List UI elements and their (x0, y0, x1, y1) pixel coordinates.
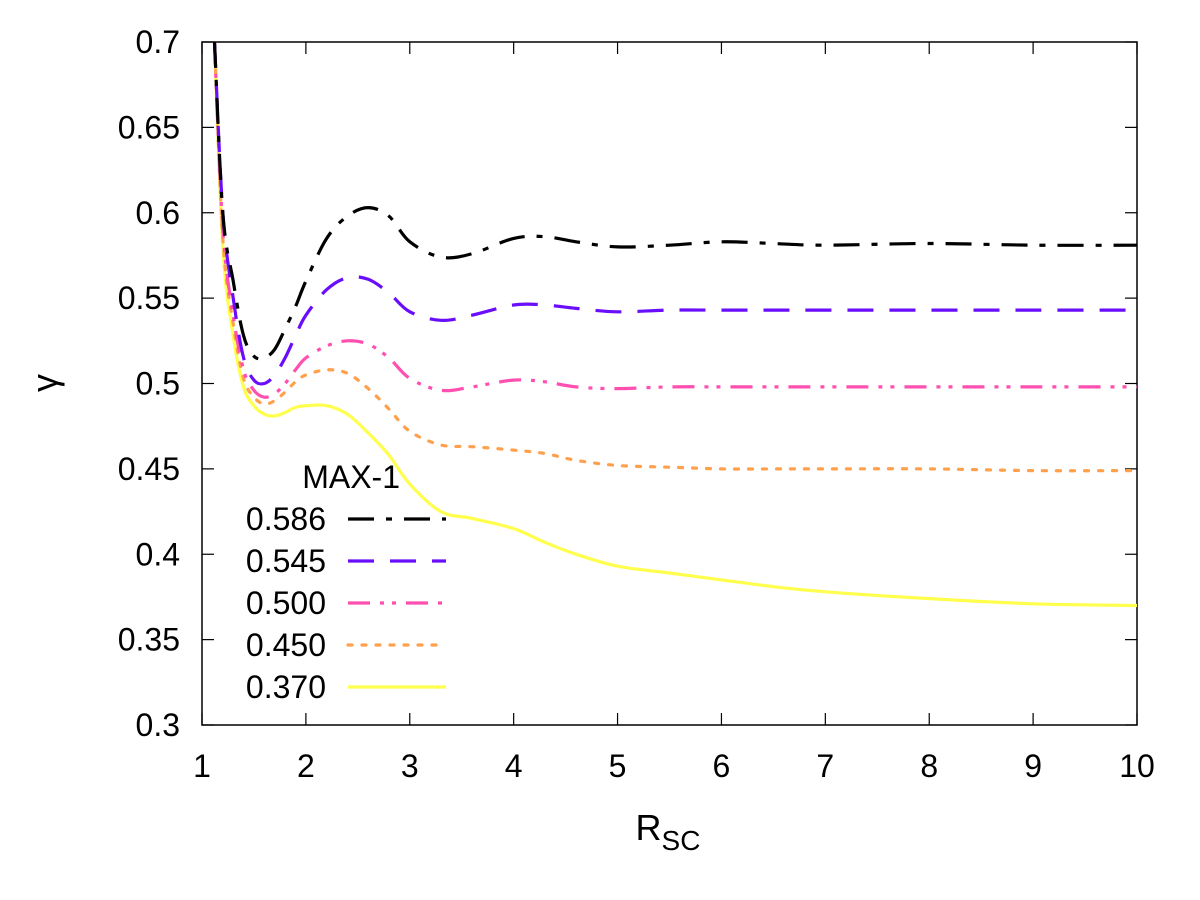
x-tick-label: 2 (297, 748, 315, 784)
x-tick-label: 7 (816, 748, 834, 784)
x-tick-label: 6 (713, 748, 731, 784)
legend-label: 0.370 (246, 669, 326, 705)
y-tick-label: 0.7 (136, 24, 180, 60)
y-tick-label: 0.4 (136, 536, 180, 572)
x-tick-label: 4 (505, 748, 523, 784)
legend-label: 0.545 (246, 543, 326, 579)
x-tick-label: 10 (1119, 748, 1155, 784)
legend-item: 0.450 (246, 627, 448, 663)
x-tick-label: 9 (1024, 748, 1042, 784)
y-tick-label: 0.6 (136, 195, 180, 231)
legend-label: 0.450 (246, 627, 326, 663)
legend-item: 0.370 (246, 669, 446, 705)
legend-label: 0.500 (246, 585, 326, 621)
series-layer (212, 42, 1137, 608)
series-line-0.586 (212, 42, 1137, 361)
x-axis: 1 2 3 4 5 6 7 8 9 10 (193, 42, 1155, 784)
x-tick-label: 3 (401, 748, 419, 784)
x-axis-label-subscript: SC (662, 825, 701, 856)
y-tick-label: 0.35 (118, 622, 180, 658)
y-tick-label: 0.65 (118, 109, 180, 145)
legend: MAX-1 0.586 0.545 0.500 0.450 0.370 (246, 459, 448, 705)
x-axis-label-main: R (636, 807, 662, 848)
x-tick-label: 5 (609, 748, 627, 784)
legend-title: MAX-1 (302, 459, 400, 495)
series-line-0.370 (212, 42, 1137, 608)
x-tick-label: 1 (193, 748, 211, 784)
legend-label: 0.586 (246, 501, 326, 537)
x-axis-label: RSC (636, 807, 701, 856)
y-axis: 0.3 0.35 0.4 0.45 0.5 0.55 0.6 0.65 0.7 (118, 24, 1137, 743)
y-tick-label: 0.5 (136, 366, 180, 402)
legend-item: 0.545 (246, 543, 446, 579)
x-tick-label: 8 (920, 748, 938, 784)
legend-item: 0.586 (246, 501, 446, 537)
y-axis-label: γ (24, 374, 65, 392)
y-tick-label: 0.45 (118, 451, 180, 487)
series-line-0.450 (212, 42, 1137, 473)
series-line-0.500 (212, 42, 1137, 399)
y-tick-label: 0.3 (136, 707, 180, 743)
series-line-0.545 (212, 42, 1137, 386)
legend-item: 0.500 (246, 585, 446, 621)
plot-frame (201, 41, 1138, 726)
y-tick-label: 0.55 (118, 280, 180, 316)
